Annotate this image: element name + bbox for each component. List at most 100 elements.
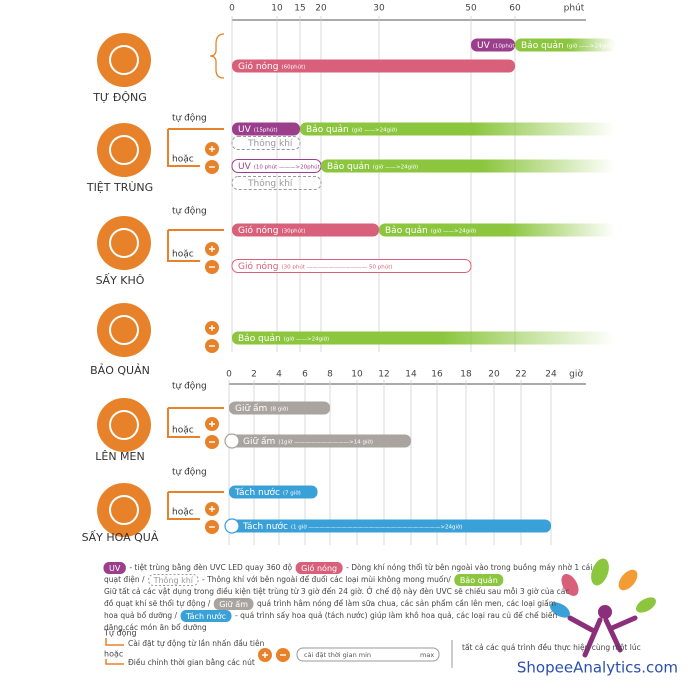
- axis-unit: phút: [564, 4, 585, 14]
- bar-label: Giữ ấm: [243, 436, 275, 447]
- legend-text: - Dòng khí nóng thổi từ bên ngoài vào tr…: [346, 563, 592, 572]
- tick-label: 2: [251, 370, 257, 380]
- bar: [229, 401, 330, 415]
- legend-text: quạt điện /: [104, 575, 145, 584]
- tick-label: 30: [373, 4, 385, 14]
- legend-text: Giữ tất cả các vật dụng trong điều kiện …: [104, 586, 570, 596]
- mode-icon-ring: [109, 495, 139, 525]
- bar-label: Bảo quản: [306, 124, 349, 135]
- legend-text: - Thông khí với bên ngoài để đuổi các lo…: [202, 575, 451, 584]
- bar-note: (30 phút ——————————— 50 phút): [281, 264, 392, 271]
- legend-chip-label: Gió nóng: [301, 563, 337, 573]
- bar: [471, 38, 515, 52]
- mode-name: TIỆT TRÙNG: [86, 181, 153, 194]
- bar: [231, 176, 322, 190]
- bar: [231, 136, 301, 150]
- tick-label: 6: [302, 370, 308, 380]
- bar-note: (1giờ ——————————>14 giờ): [278, 439, 373, 446]
- bar: [232, 59, 515, 73]
- tick-label: 14: [405, 370, 417, 380]
- bar-note: (giờ ——>24giờ): [352, 127, 397, 134]
- bar-label: Tách nước: [242, 521, 288, 532]
- bar: [231, 259, 472, 273]
- bar-note: (8 giờ): [270, 406, 288, 413]
- legend-chip-label: Tách nước: [185, 611, 226, 621]
- mode-name: LÊN MEN: [95, 450, 144, 463]
- branch-auto: tự động: [172, 467, 207, 478]
- bar: [232, 223, 379, 237]
- bar-label: Gió nóng: [238, 61, 278, 72]
- help-arrow: [105, 659, 124, 665]
- bar: [515, 38, 615, 52]
- branch-or: hoặc: [172, 155, 194, 165]
- adjust-sign: [209, 506, 215, 512]
- legend-chip: [454, 574, 504, 586]
- help-or-desc: Điều chỉnh thời gian bằng các nút: [128, 658, 255, 667]
- bar: [379, 223, 615, 237]
- bar: [232, 331, 615, 345]
- bar-note: (giờ ——>24giờ): [373, 164, 418, 171]
- tick-label: 4: [276, 370, 282, 380]
- legend-text: quá trình hâm nóng để làm sữa chua, các …: [257, 599, 556, 608]
- bar-label: UV: [477, 41, 491, 51]
- bar-note: (10 phút ———>20phút): [254, 164, 322, 171]
- branch-line: [167, 128, 224, 167]
- tick-label: 18: [460, 370, 472, 380]
- bar-note: (giờ ——>24giờ): [431, 228, 476, 235]
- bar-label: Thông khí: [247, 178, 293, 189]
- bar-note: (1 giờ ————————————————————————>24giờ): [291, 524, 463, 531]
- mode-icon: [97, 123, 151, 177]
- mode-name: SẤY KHÔ: [96, 273, 145, 287]
- bar: [229, 519, 551, 533]
- help-min: cài đặt thời gian min: [304, 651, 371, 659]
- mode-name: SẤY HOA QUẢ: [82, 530, 159, 544]
- bar-knob: [224, 518, 240, 534]
- bar-label: Tách nước: [234, 487, 280, 498]
- legend-chip-label: Thông khí: [153, 575, 194, 585]
- bar-label: Gió nóng: [238, 261, 278, 272]
- legend-text: dăng các món ăn bổ dưỡng: [104, 623, 207, 632]
- legend-chip-label: Bảo quản: [460, 575, 498, 585]
- help-arrow: [105, 638, 124, 646]
- bar-label: Giữ ấm: [235, 403, 267, 414]
- mode-name: TỰ ĐỘNG: [92, 91, 147, 104]
- legend-chip: [148, 574, 199, 586]
- legend-chip: [295, 562, 343, 574]
- mode-name: BẢO QUẢN: [90, 363, 150, 377]
- branch-or: hoặc: [172, 250, 194, 260]
- bar-label: Bảo quản: [521, 40, 564, 51]
- help-sign: [262, 652, 268, 658]
- mode-icon: [97, 33, 151, 87]
- bar: [232, 122, 300, 136]
- legend-text: - quá trình sấy hoa quả (tách nước) giúp…: [235, 611, 557, 620]
- bar-note: (7 giờ): [283, 490, 301, 497]
- bar-note: (30phút): [281, 228, 305, 235]
- branch-auto: tự động: [172, 381, 207, 392]
- mode-icon-ring: [109, 315, 139, 345]
- adjust-sign: [209, 421, 215, 427]
- tick-label: 10: [271, 4, 283, 14]
- bar-label: Bảo quản: [238, 333, 281, 344]
- branch-line: [167, 491, 224, 520]
- bar-note: (10phút): [493, 43, 517, 50]
- tick-label: 24: [545, 370, 557, 380]
- help-together: tất cả các quá trình đều thực hiện cùng …: [462, 643, 641, 652]
- bar-label: Gió nóng: [238, 225, 278, 236]
- branch-or: hoặc: [172, 426, 194, 436]
- bar-knob: [224, 433, 240, 449]
- bar-label: UV: [238, 162, 252, 172]
- mode-icon: [97, 483, 151, 537]
- mode-icon-ring: [109, 45, 139, 75]
- mode-icon: [97, 398, 151, 452]
- bar-label: Bảo quản: [327, 161, 370, 172]
- bar-label: Thông khí: [247, 138, 293, 149]
- adjust-sign: [209, 325, 215, 331]
- tick-label: 0: [229, 4, 235, 14]
- legend-text: - tiệt trùng bằng đèn UVC LED quay 360 đ…: [129, 563, 292, 572]
- tick-label: 20: [315, 4, 327, 14]
- branch-auto: tự động: [172, 206, 207, 217]
- bar: [300, 122, 615, 136]
- bar-note: (giờ ——>24giờ): [284, 336, 329, 343]
- tick-label: 16: [431, 370, 443, 380]
